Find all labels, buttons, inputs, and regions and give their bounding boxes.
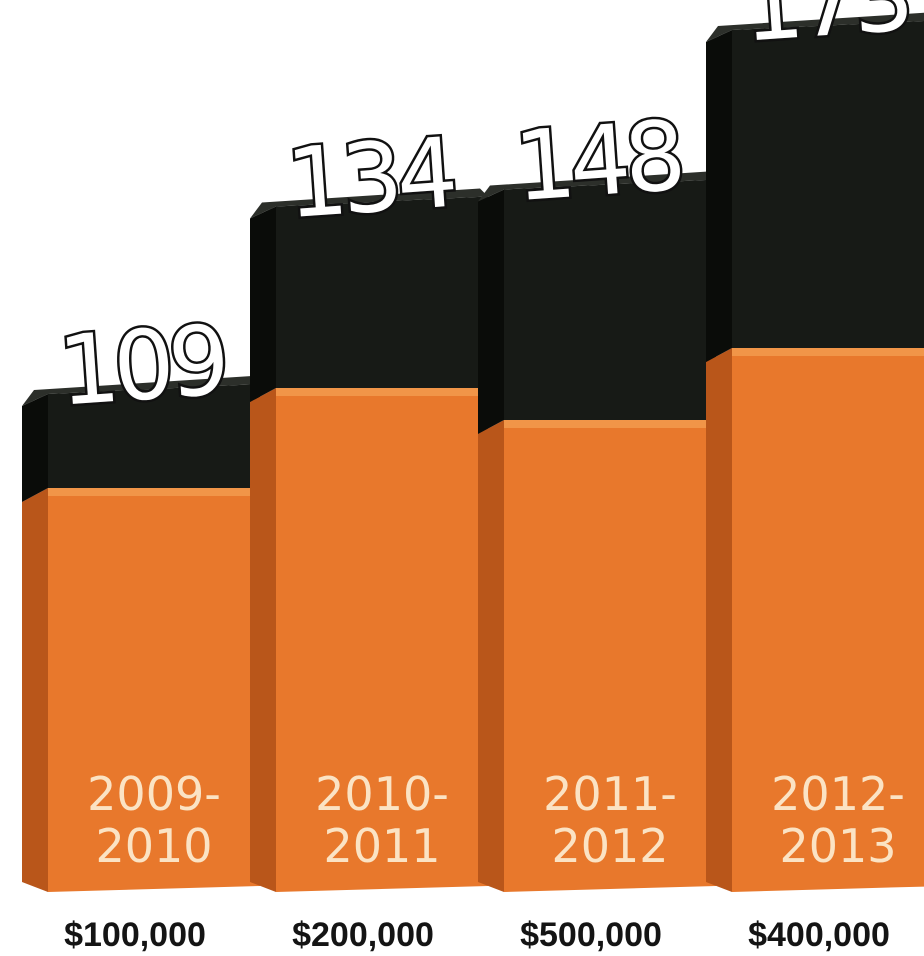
bar-category-label: 2010 bbox=[95, 819, 212, 873]
bar-orange-side bbox=[478, 420, 504, 892]
bar-group: 134 2010-2011 $200,000 bbox=[250, 114, 488, 954]
bar-black-top bbox=[250, 188, 488, 219]
bar-black-side bbox=[22, 394, 48, 502]
bar-value-label: 109 bbox=[55, 304, 228, 427]
bar-black-top bbox=[478, 171, 716, 202]
bar-category-label: 2010- bbox=[315, 767, 449, 821]
bar-category-label: 2012- bbox=[771, 767, 905, 821]
bar-value-label: 173 bbox=[739, 0, 912, 64]
bar-black-top bbox=[706, 12, 924, 42]
bar-amount-label: $100,000 bbox=[64, 916, 206, 954]
bar-orange-front bbox=[48, 488, 260, 892]
bar-group: 109 2009-2010 $100,000 bbox=[22, 302, 260, 954]
bar-orange-highlight bbox=[48, 488, 260, 496]
bar-amount-label: $200,000 bbox=[292, 916, 434, 954]
bar-orange-front bbox=[276, 388, 488, 892]
bar-orange-side bbox=[22, 488, 48, 892]
bar-black-front bbox=[48, 384, 260, 488]
bar-category-label: 2011 bbox=[323, 819, 440, 873]
bar-value-label: 134 bbox=[283, 117, 457, 240]
bar-amount-label: $500,000 bbox=[520, 916, 662, 954]
bar-orange-front bbox=[504, 420, 716, 892]
bar-orange-front bbox=[732, 348, 924, 892]
bar-orange-side bbox=[706, 348, 732, 892]
bar-value-label: 148 bbox=[511, 100, 684, 223]
bar-black-front bbox=[732, 20, 924, 348]
bar-black-side bbox=[250, 206, 276, 402]
bar-category-label: 2013 bbox=[779, 819, 896, 873]
bar-orange-highlight bbox=[276, 388, 488, 396]
bar-orange-side bbox=[250, 388, 276, 892]
bar-orange-highlight bbox=[732, 348, 924, 356]
bar-category-label: 2012 bbox=[551, 819, 668, 873]
bar-category-label: 2009- bbox=[87, 767, 221, 821]
bar-black-side bbox=[706, 30, 732, 362]
bar-black-front bbox=[276, 196, 488, 388]
bar-group: 148 2011-2012 $500,000 bbox=[478, 97, 716, 954]
bar-black-front bbox=[504, 179, 716, 420]
bar-black-side bbox=[478, 189, 504, 434]
bar-category-label: 2011- bbox=[543, 767, 677, 821]
bar-black-top bbox=[22, 376, 260, 406]
bar-orange-highlight bbox=[504, 420, 716, 428]
bar-amount-label: $400,000 bbox=[748, 916, 890, 954]
bar-group: 173 2012-2013 $400,000 bbox=[706, 0, 924, 954]
